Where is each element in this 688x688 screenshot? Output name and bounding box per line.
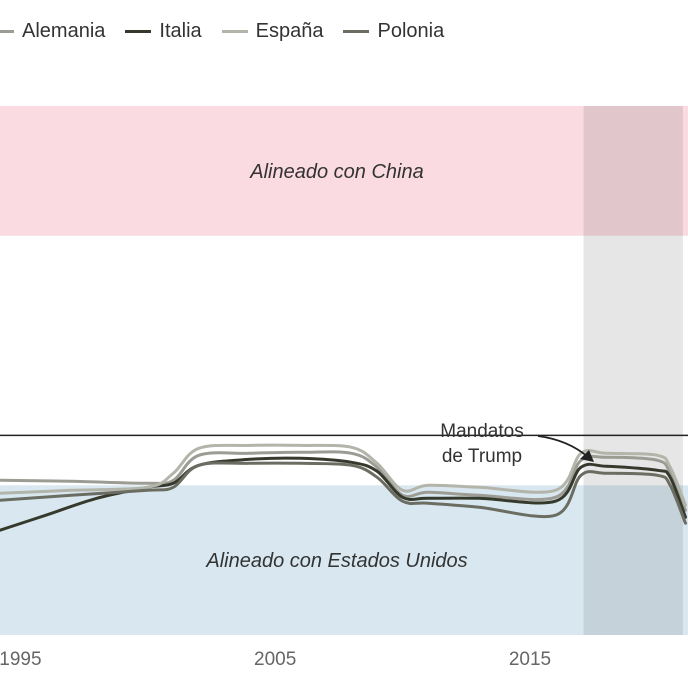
zone-us-band <box>0 485 688 635</box>
series-layer <box>0 443 687 532</box>
x-tick-label-2005: 2005 <box>254 649 296 670</box>
series-line-españa <box>0 443 687 507</box>
legend-swatch-polonia <box>343 30 370 33</box>
x-tick-label-1995: 1995 <box>0 649 42 670</box>
series-line-polonia <box>0 461 687 525</box>
trump-period-shade <box>583 105 683 635</box>
legend-swatch-alemania <box>0 30 14 33</box>
legend-item-alemania: Alemania <box>0 20 105 43</box>
legend-item-polonia: Polonia <box>343 20 444 43</box>
zone-china-band <box>0 105 688 236</box>
annotation-arrowhead <box>580 450 594 462</box>
legend-label-alemania: Alemania <box>22 20 106 42</box>
legend: Alemania Italia España Polonia <box>0 20 444 43</box>
annotation-arrow <box>537 435 589 458</box>
series-line-alemania <box>0 450 687 512</box>
annotation-line-2: de Trump <box>442 446 522 467</box>
legend-item-italia: Italia <box>125 20 202 43</box>
zone-label-us: Alineado con Estados Unidos <box>205 550 467 572</box>
zone-label-china: Alineado con China <box>249 161 423 183</box>
legend-label-italia: Italia <box>159 20 202 42</box>
legend-label-espana: España <box>255 20 324 42</box>
annotation-line-1: Mandatos <box>440 421 523 442</box>
legend-swatch-espana <box>221 30 248 33</box>
x-tick-label-2015: 2015 <box>509 649 551 670</box>
legend-item-espana: España <box>221 20 324 43</box>
legend-label-polonia: Polonia <box>377 20 445 42</box>
legend-swatch-italia <box>125 30 152 33</box>
